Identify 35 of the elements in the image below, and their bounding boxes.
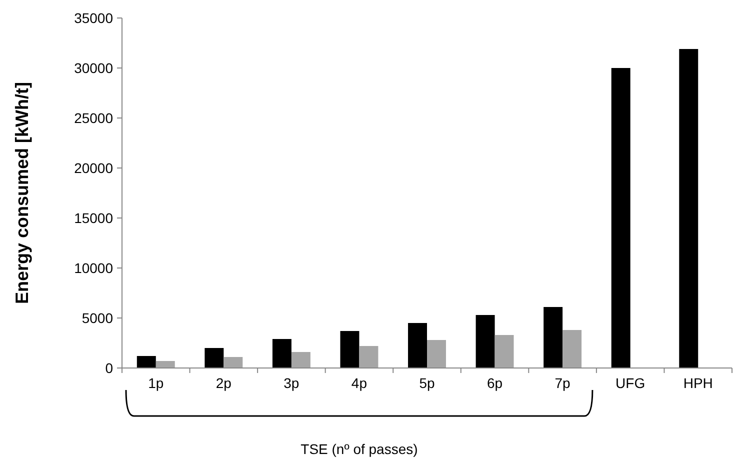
bar <box>136 356 156 368</box>
bar <box>291 352 310 368</box>
x-tick-label: 1p <box>148 375 164 391</box>
x-axis-title: TSE (nº of passes) <box>300 441 418 457</box>
y-tick-label: 15000 <box>74 210 114 226</box>
y-axis-title: Energy consumed [kWh/t] <box>12 82 32 304</box>
bar <box>408 323 427 368</box>
x-tick-label: 6p <box>486 375 503 391</box>
bar <box>272 339 292 368</box>
x-tick-label: 2p <box>216 375 232 391</box>
y-tick-label: 5000 <box>82 310 114 326</box>
x-tick-label: UFG <box>616 375 646 391</box>
x-tick-label: HPH <box>683 375 713 391</box>
bar <box>611 68 630 368</box>
x-tick-label: 3p <box>284 375 300 391</box>
bar <box>204 348 224 368</box>
y-tick-label: 0 <box>105 360 114 376</box>
bar <box>359 346 378 368</box>
y-tick-label: 20000 <box>74 160 114 176</box>
bar <box>427 340 446 368</box>
bar <box>224 357 243 368</box>
bar <box>156 361 175 368</box>
y-tick-label: 35000 <box>74 10 114 26</box>
bar <box>544 307 563 368</box>
bar <box>494 335 514 368</box>
bar <box>476 315 495 368</box>
bar <box>679 49 698 368</box>
y-tick-label: 10000 <box>74 260 114 276</box>
y-tick-label: 30000 <box>74 60 114 76</box>
x-tick-label: 7p <box>554 375 571 391</box>
x-tick-label: 5p <box>419 375 435 391</box>
y-tick-label: 25000 <box>74 110 114 126</box>
bar <box>562 330 582 368</box>
x-tick-label: 4p <box>351 375 368 391</box>
bar <box>340 331 360 368</box>
